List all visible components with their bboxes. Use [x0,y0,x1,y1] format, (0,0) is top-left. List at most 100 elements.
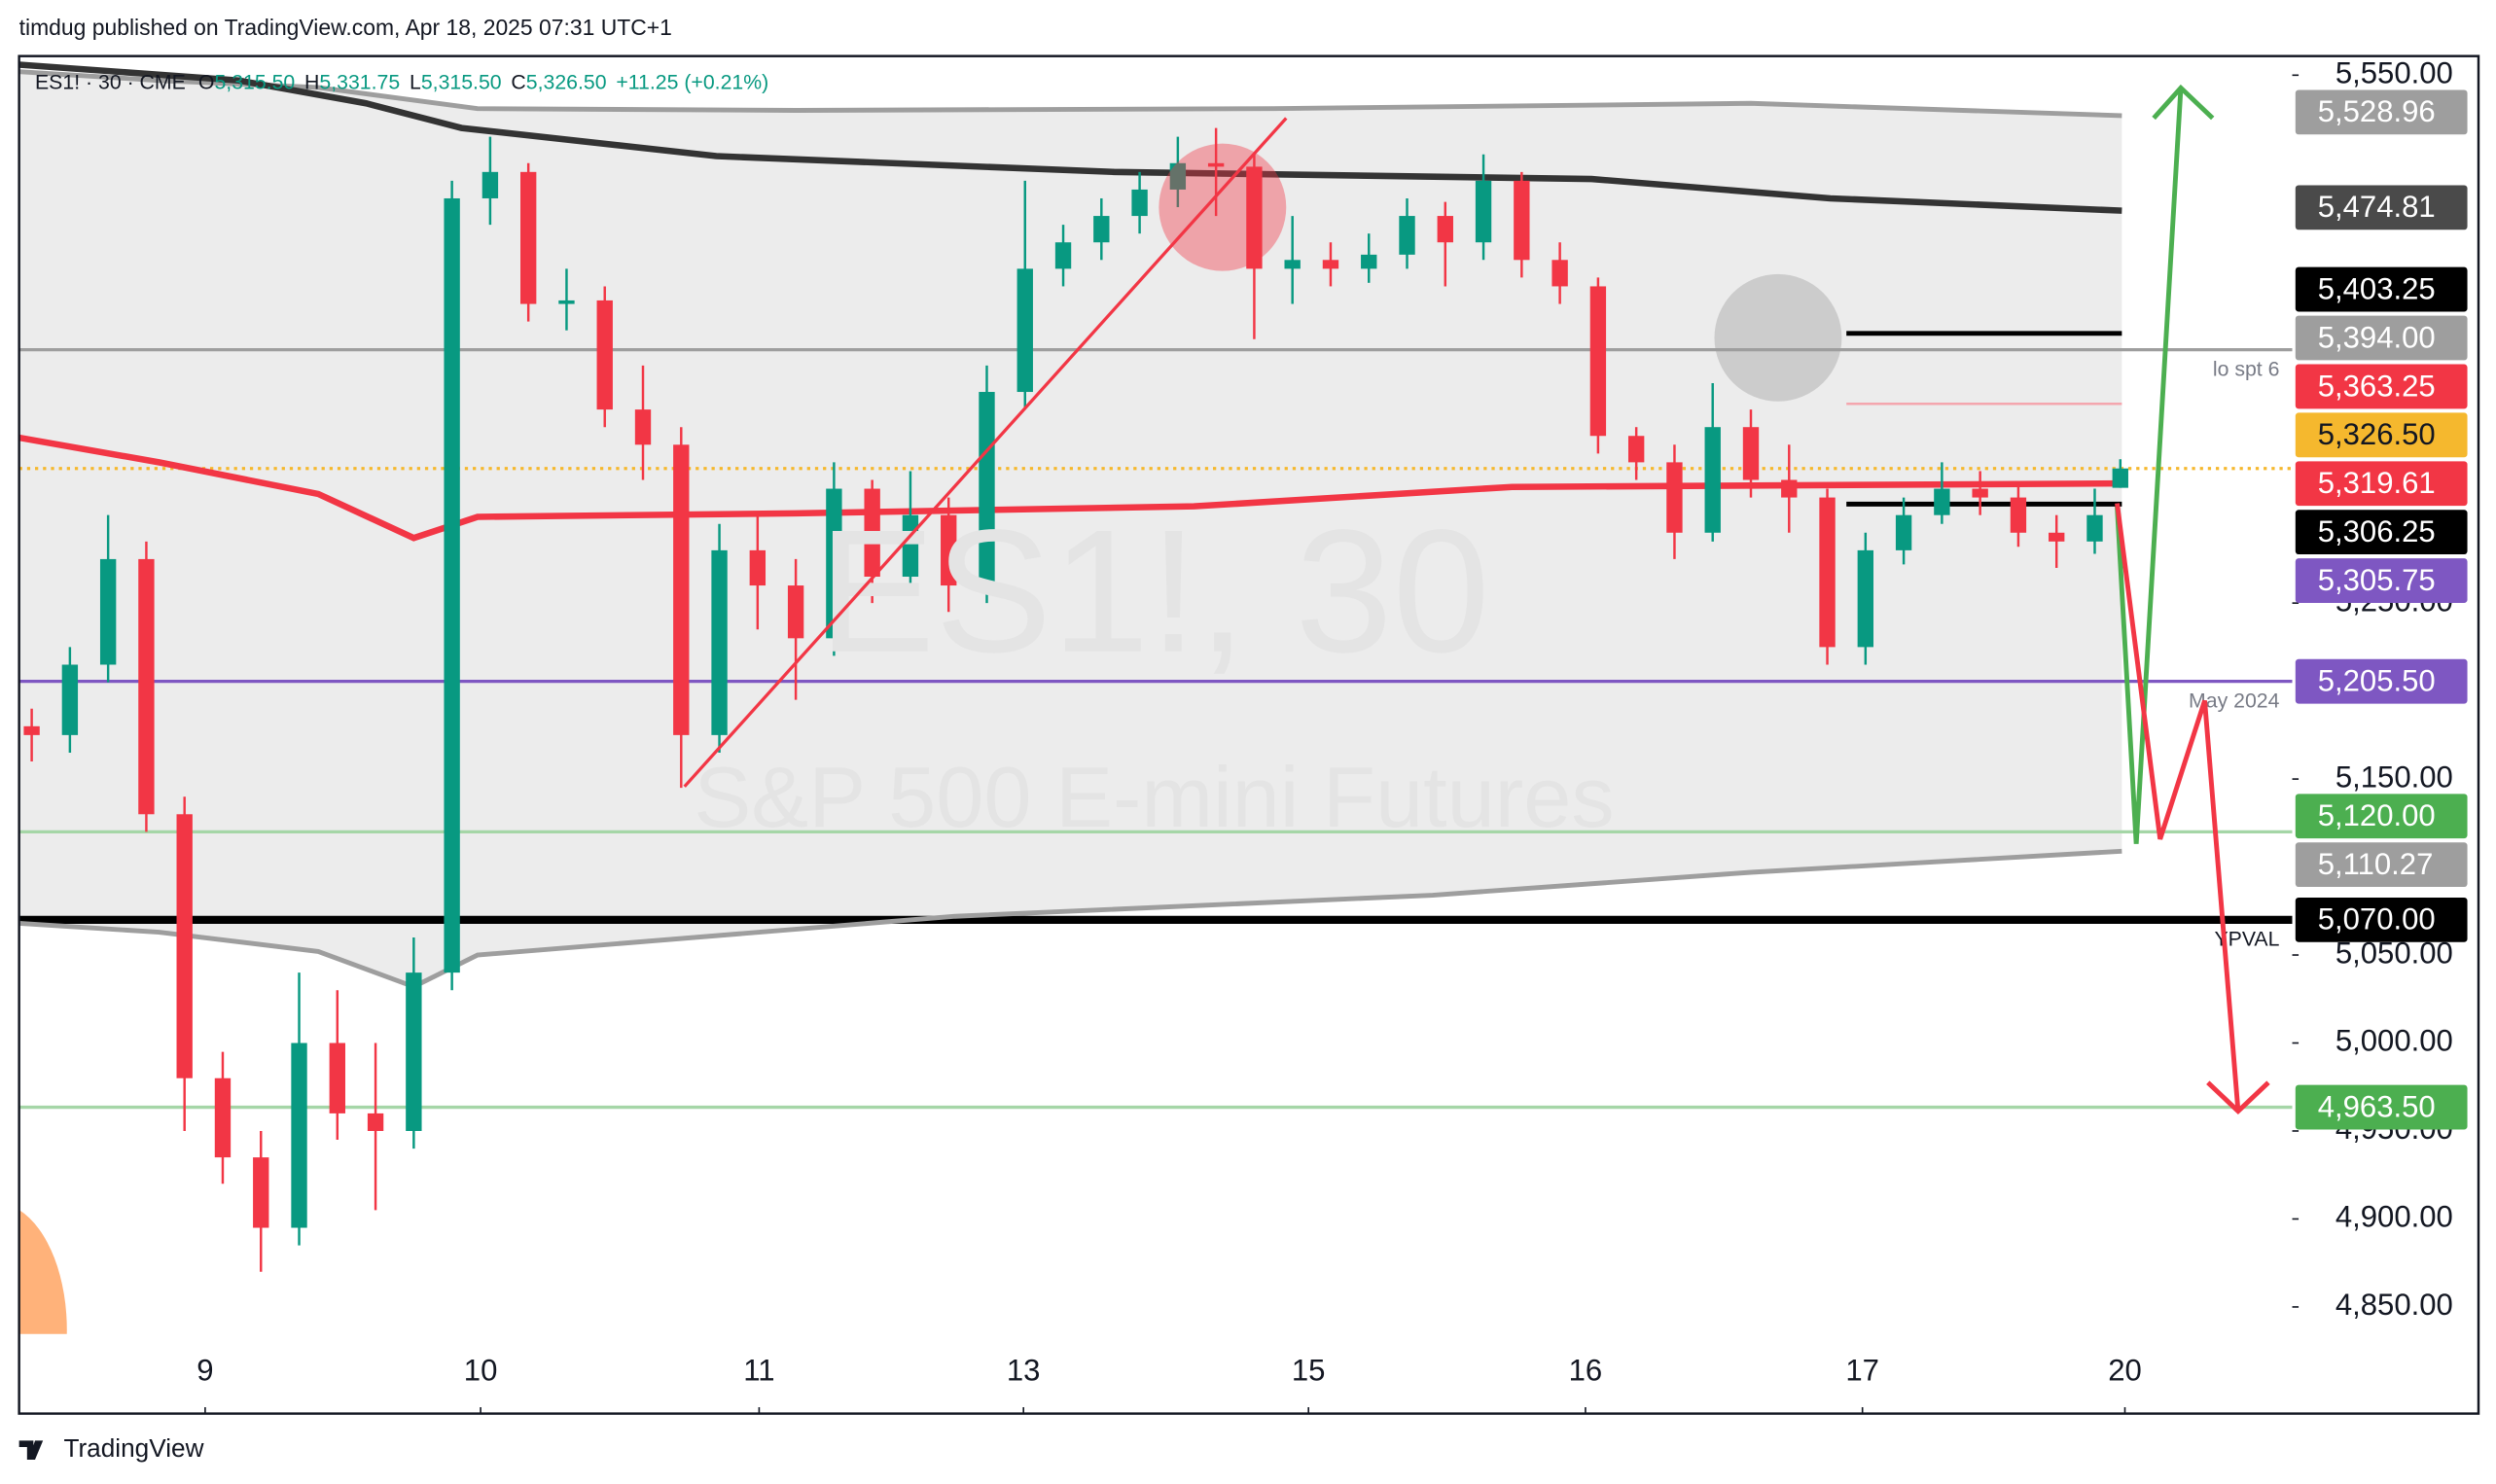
price-badge [2295,461,2468,507]
arrow-head [2152,84,2215,121]
candle-body [1589,286,1607,437]
candle-body [1627,436,1645,463]
price-badge [2295,658,2468,704]
candle-body [1169,162,1187,190]
brand-logo [18,1440,44,1461]
price-badge-label: 5,120.00 [2318,798,2436,832]
candle-body [1131,189,1148,217]
price-badge-label: 5,474.81 [2318,190,2436,224]
price-badge-label: 5,305.75 [2318,563,2436,597]
price-badge-label: 5,110.27 [2318,847,2434,881]
candle-body [2010,497,2027,533]
indicator-line [18,434,2122,542]
candle-body [634,409,652,445]
candle-body [864,488,880,578]
x-tick-label: 17 [1845,1353,1879,1387]
price-badge [2295,89,2468,135]
price-badge [2295,412,2468,458]
candle-body [1246,166,1263,269]
ohlc-key: H [304,70,319,93]
candle-body [1016,268,1033,393]
candle-body [1054,242,1072,269]
candle-body [406,972,422,1131]
candle-body [61,664,79,735]
y-tick-label: 5,150.00 [2336,760,2453,794]
candle-body [1093,216,1110,243]
candle-body [214,1078,232,1158]
candle-body [291,1042,307,1228]
y-tick-label: 4,900.00 [2336,1200,2453,1234]
candle-body [444,197,460,973]
ohlc-value: 5,326.50 [526,70,607,93]
candle-body [1514,180,1530,261]
drawings [18,84,2270,1334]
candle-body [1284,260,1301,269]
forecast-arrow [2115,88,2184,844]
highlight-circle [1714,273,1842,402]
price-badge-label: 5,528.96 [2318,94,2436,128]
symbol: ES1! · 30 · CME [35,70,186,93]
candle-body [1895,514,1912,550]
candle-body [596,300,613,410]
price-badge-label: 5,394.00 [2318,320,2436,354]
price-badge-label: 5,306.25 [2318,514,2436,548]
candle-body [1742,427,1760,480]
candle-body [519,171,537,304]
candle-body [826,488,842,639]
candle-body [1934,488,1950,515]
candle-body [329,1042,345,1113]
candle-body [2086,514,2103,542]
candle-body [979,392,995,586]
candle-body [1972,488,1988,498]
x-tick-label: 9 [196,1353,213,1387]
ohlc-value: 5,331.75 [319,70,400,93]
price-badge [2295,1084,2468,1130]
price-badge [2295,315,2468,361]
candle-body [1437,216,1453,243]
time-axis-background [18,1345,2293,1414]
decoration [18,1210,67,1334]
candle-body [749,549,767,586]
x-tick-label: 10 [464,1353,498,1387]
price-badge [2295,185,2468,230]
price-badge-label: 5,403.25 [2318,271,2436,305]
frame [18,54,2480,1415]
ohlc-key: L [410,70,421,93]
price-badge [2295,266,2468,312]
candle-body [1704,427,1721,533]
candle-body [99,558,117,665]
trend-line [683,117,1288,788]
price-badge [2295,558,2468,603]
x-tick-label: 15 [1292,1353,1326,1387]
ohlc-value: 5,315.50 [421,70,502,93]
price-badge-label: 5,205.50 [2318,664,2436,698]
y-tick-label: 5,000.00 [2336,1024,2453,1058]
candle-body [673,444,690,735]
x-tick-label: 16 [1569,1353,1603,1387]
highlight-circle [1159,143,1287,271]
candle-body [787,585,804,639]
brand: TradingView [18,1433,204,1463]
candle-body [2049,532,2065,542]
candle-body [367,1113,384,1131]
candle-body [1361,254,1377,269]
ohlc-value: 5,315.50 [214,70,295,93]
level-label: lo spt 6 [2213,357,2280,380]
price-badge-label: 5,363.25 [2318,369,2436,403]
candle-body [1551,260,1568,287]
y-tick-label: 5,550.00 [2336,56,2453,90]
candle-body [2112,468,2128,488]
candle-body [1666,462,1683,533]
price-badge-label: 5,070.00 [2318,902,2436,936]
indicator-line [18,848,2122,990]
indicator-line [18,61,2122,214]
candle-body [941,514,957,586]
price-badge-label: 5,326.50 [2318,417,2436,451]
price-badge [2295,842,2468,888]
brand-name: TradingView [63,1433,203,1463]
y-tick-label: 4,850.00 [2336,1288,2453,1322]
price-badge [2295,364,2468,409]
